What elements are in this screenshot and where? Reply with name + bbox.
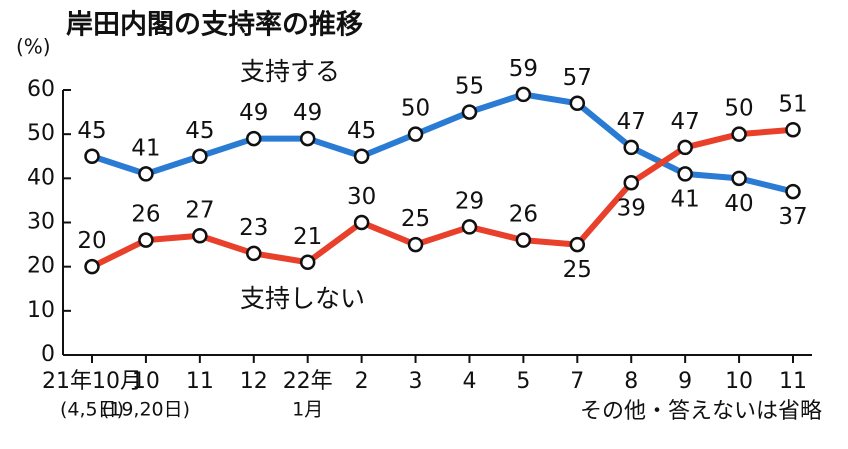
data-label: 45 bbox=[185, 118, 214, 144]
data-label: 49 bbox=[239, 100, 268, 126]
marker bbox=[246, 130, 262, 147]
x-tick-label: 22年 bbox=[283, 369, 333, 394]
x-tick-label: 8 bbox=[624, 369, 638, 394]
data-label: 45 bbox=[77, 118, 106, 144]
data-label: 59 bbox=[509, 56, 538, 82]
x-tick-label: 4 bbox=[462, 369, 476, 394]
data-label: 39 bbox=[617, 195, 646, 221]
y-tick-label: 60 bbox=[27, 77, 55, 102]
y-tick-label: 0 bbox=[41, 342, 55, 367]
y-axis-label: (%) bbox=[16, 35, 51, 59]
x-tick-label: 11 bbox=[186, 369, 214, 394]
x-tick-sublabel: 1月 bbox=[292, 399, 323, 421]
x-tick-label: 3 bbox=[409, 369, 423, 394]
marker bbox=[731, 126, 747, 142]
marker bbox=[461, 219, 478, 235]
marker bbox=[299, 254, 316, 270]
data-label: 27 bbox=[185, 197, 214, 223]
marker bbox=[569, 95, 586, 111]
marker bbox=[623, 139, 639, 156]
data-label: 37 bbox=[778, 204, 807, 230]
x-tick-sublabel: (19,20日) bbox=[102, 399, 190, 421]
x-tick-label: 7 bbox=[570, 369, 584, 394]
chart-title: 岸田内閣の支持率の推移 bbox=[66, 9, 363, 41]
x-tick-label: 21年10月 bbox=[42, 369, 142, 394]
marker bbox=[407, 236, 424, 253]
x-tick-label: 11 bbox=[779, 369, 807, 394]
legend-label: 支持しない bbox=[240, 284, 365, 313]
marker bbox=[299, 130, 316, 147]
marker bbox=[731, 170, 747, 187]
series-line bbox=[91, 91, 794, 195]
data-label: 41 bbox=[131, 135, 160, 161]
y-tick-label: 50 bbox=[27, 121, 55, 146]
marker bbox=[84, 148, 100, 164]
data-label: 26 bbox=[131, 202, 160, 228]
marker bbox=[515, 86, 532, 103]
data-label: 29 bbox=[455, 188, 484, 214]
marker bbox=[623, 175, 639, 191]
x-tick-label: 10 bbox=[132, 369, 160, 394]
data-label: 45 bbox=[347, 118, 376, 144]
marker bbox=[677, 139, 693, 156]
marker bbox=[192, 148, 208, 164]
series-line bbox=[90, 126, 794, 270]
x-tick-label: 9 bbox=[678, 369, 692, 394]
x-tick-label: 5 bbox=[516, 369, 530, 394]
marker bbox=[353, 214, 370, 231]
marker bbox=[84, 258, 100, 275]
data-label: 40 bbox=[724, 191, 753, 217]
data-label: 50 bbox=[724, 96, 753, 122]
data-label: 25 bbox=[401, 206, 430, 232]
legend-label: 支持する bbox=[240, 57, 340, 86]
marker bbox=[407, 126, 424, 142]
data-label: 20 bbox=[77, 228, 106, 254]
data-label: 41 bbox=[671, 186, 700, 212]
y-tick-label: 30 bbox=[27, 210, 55, 235]
marker bbox=[138, 232, 154, 248]
marker bbox=[138, 166, 154, 182]
y-tick-label: 20 bbox=[27, 254, 55, 279]
marker bbox=[461, 104, 478, 120]
marker bbox=[785, 122, 801, 138]
x-tick-label: 12 bbox=[240, 369, 268, 394]
x-tick-sublabel: (4,5日) bbox=[60, 399, 124, 421]
data-label: 50 bbox=[401, 96, 430, 122]
marker bbox=[677, 166, 693, 182]
x-tick-label: 2 bbox=[355, 369, 369, 394]
data-label: 26 bbox=[509, 202, 538, 228]
marker bbox=[353, 148, 370, 164]
data-label: 55 bbox=[455, 74, 484, 100]
data-label: 30 bbox=[347, 184, 376, 210]
marker bbox=[246, 245, 262, 262]
marker bbox=[785, 183, 801, 200]
data-label: 57 bbox=[563, 65, 592, 91]
data-label: 23 bbox=[239, 215, 268, 241]
x-tick-label: 10 bbox=[725, 369, 753, 394]
data-label: 25 bbox=[563, 257, 592, 283]
data-label: 47 bbox=[671, 109, 700, 135]
data-label: 51 bbox=[778, 91, 807, 117]
y-tick-label: 10 bbox=[27, 298, 55, 323]
marker bbox=[192, 228, 208, 244]
y-tick-label: 40 bbox=[27, 165, 55, 190]
data-label: 47 bbox=[617, 109, 646, 135]
marker bbox=[515, 232, 532, 248]
marker bbox=[569, 236, 586, 253]
data-label: 49 bbox=[293, 100, 322, 126]
data-label: 21 bbox=[293, 224, 322, 250]
note: その他・答えないは省略 bbox=[580, 399, 822, 424]
